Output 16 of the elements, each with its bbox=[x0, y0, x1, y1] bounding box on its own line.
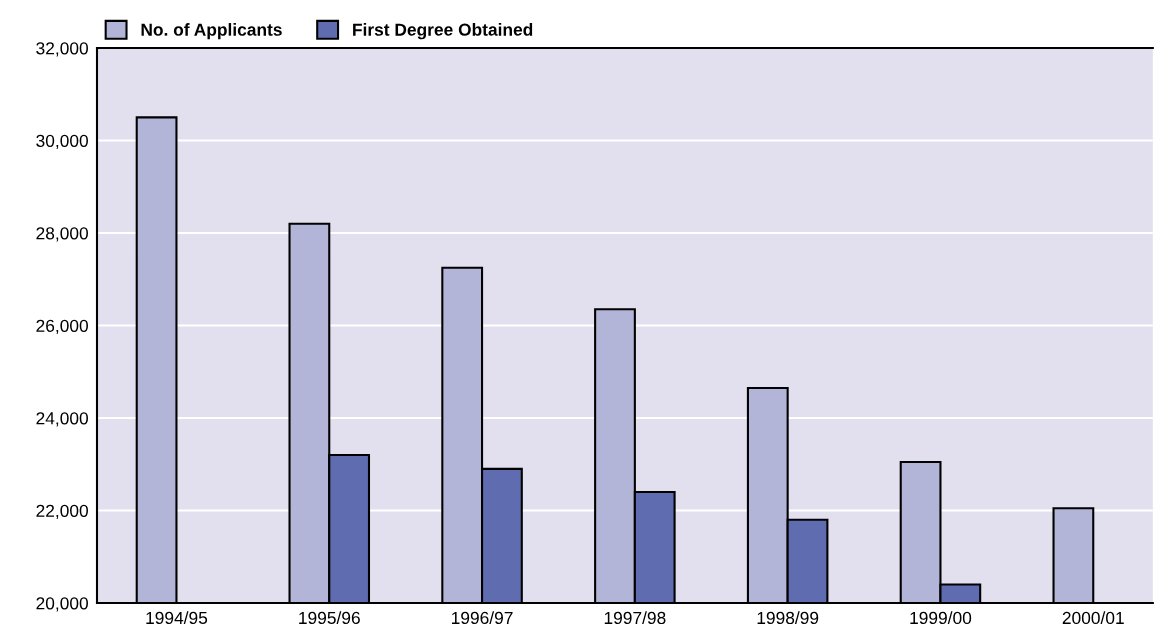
y-tick-label: 28,000 bbox=[36, 227, 88, 242]
x-tick-label: 1994/95 bbox=[146, 611, 208, 625]
x-tick-label: 1996/97 bbox=[452, 611, 513, 625]
y-tick-label: 24,000 bbox=[36, 412, 88, 427]
x-tick-label: 1995/96 bbox=[299, 611, 360, 625]
legend-label: First Degree Obtained bbox=[353, 23, 533, 40]
y-tick-label: 22,000 bbox=[36, 504, 88, 520]
x-tick-label: 1999/00 bbox=[910, 611, 972, 625]
y-tick-label: 26,000 bbox=[36, 319, 88, 335]
x-tick-label: 1997/98 bbox=[604, 611, 666, 625]
legend-label: No. of Applicants bbox=[141, 23, 282, 40]
y-tick-label: 30,000 bbox=[36, 134, 88, 150]
y-tick-label: 20,000 bbox=[36, 597, 88, 612]
y-tick-label: 32,000 bbox=[36, 42, 88, 57]
x-tick-label: 1998/99 bbox=[757, 611, 819, 625]
x-tick-label: 2000/01 bbox=[1062, 611, 1124, 625]
